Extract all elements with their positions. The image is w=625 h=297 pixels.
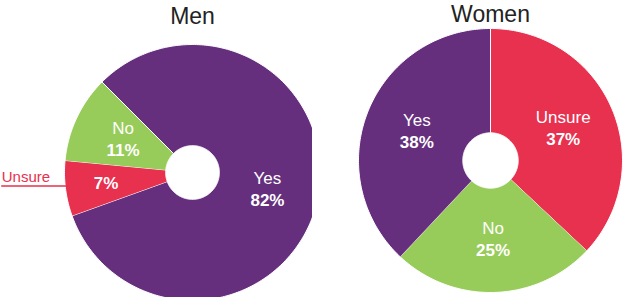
svg-text:Yes: Yes [254,169,282,188]
svg-text:Unsure: Unsure [536,108,591,127]
svg-text:Women: Women [451,1,530,27]
svg-text:11%: 11% [106,141,139,160]
svg-text:37%: 37% [546,130,580,149]
svg-text:25%: 25% [476,241,510,260]
svg-text:7%: 7% [94,174,119,193]
svg-text:38%: 38% [400,133,434,152]
svg-text:Yes: Yes [403,111,431,130]
svg-text:Unsure: Unsure [2,168,50,185]
svg-text:82%: 82% [250,191,284,210]
svg-text:No: No [112,119,134,138]
svg-text:No: No [482,219,504,238]
svg-text:Men: Men [170,3,215,29]
